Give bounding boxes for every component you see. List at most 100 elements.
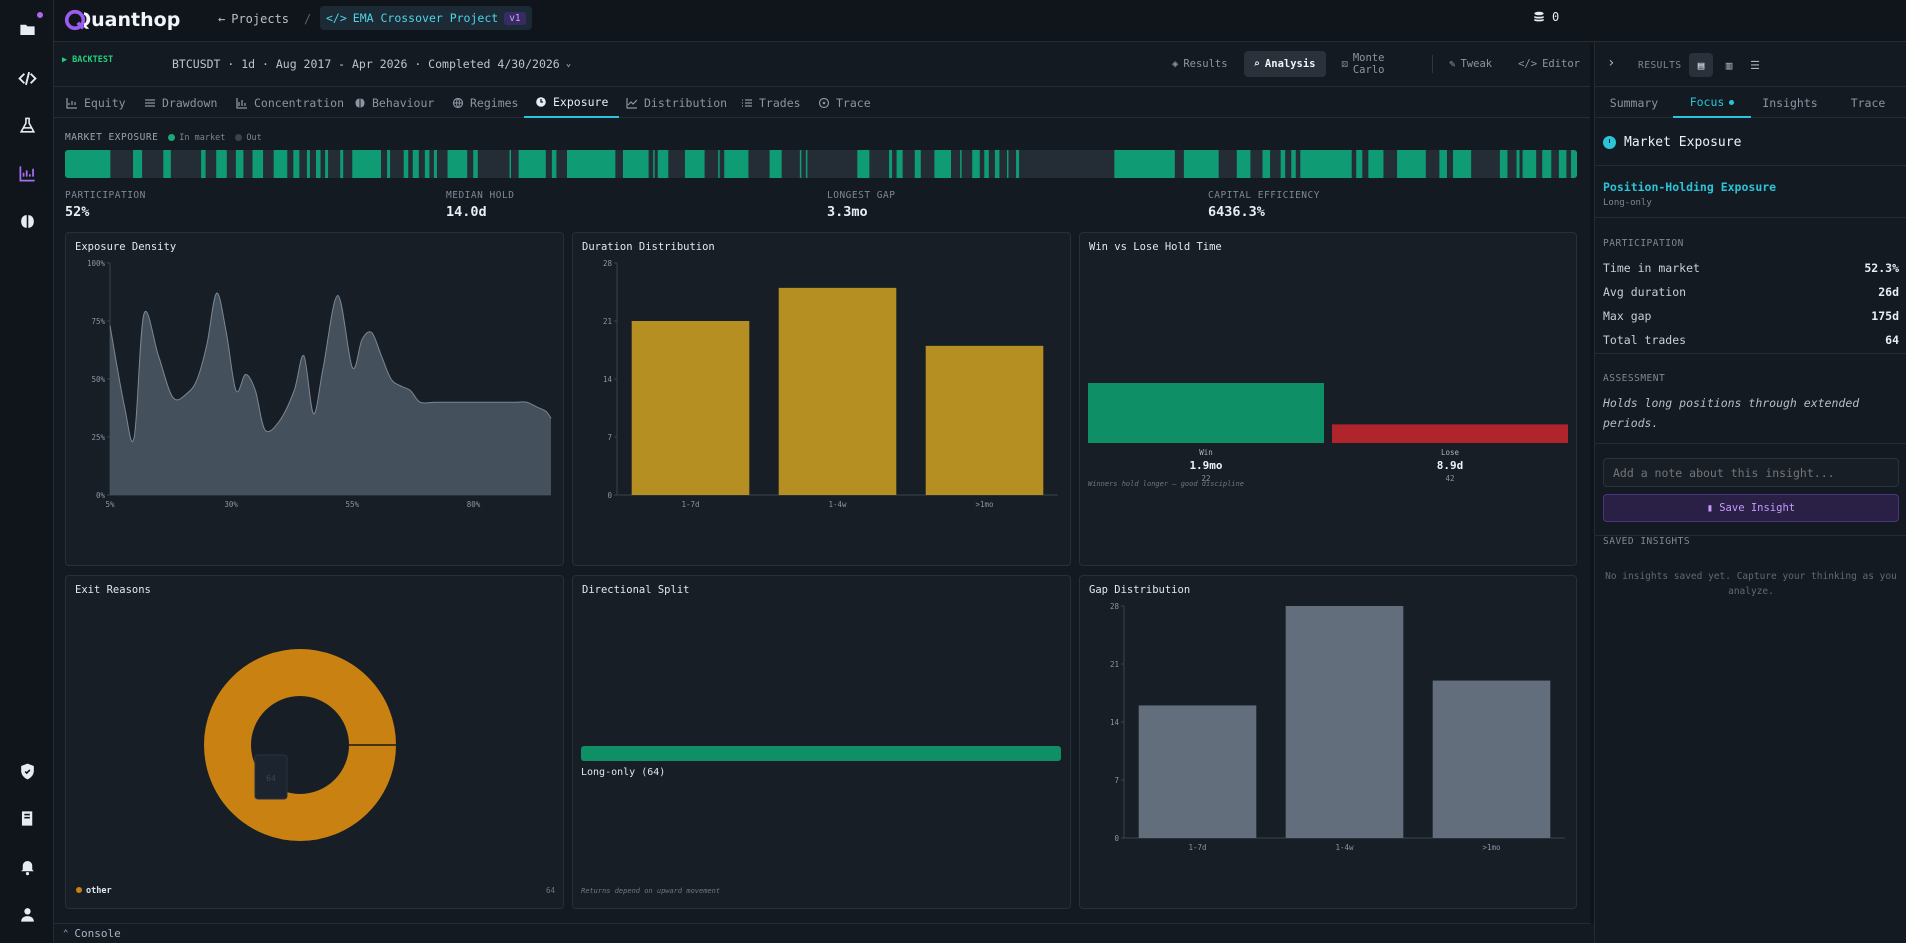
stat-label: CAPITAL EFFICIENCY — [1208, 190, 1320, 201]
legend-swatch — [235, 134, 243, 141]
insights-panel: › RESULTS ▤ ▥ ☰ Summary Focus Insights T… — [1594, 43, 1906, 943]
insights-tabs: Summary Focus Insights Trace — [1595, 88, 1906, 118]
book-icon[interactable] — [15, 806, 39, 830]
exposure-segment — [889, 150, 893, 178]
tab-label: Trades — [759, 96, 801, 110]
x-tick-label: 1-4w — [828, 500, 847, 509]
monte-carlo-view-button[interactable]: ⚄ Monte Carlo — [1332, 51, 1427, 77]
panel-resize-handle[interactable] — [1590, 43, 1594, 923]
exposure-segment — [1291, 150, 1296, 178]
exposure-segment — [1114, 150, 1175, 178]
shield-icon[interactable] — [15, 759, 39, 783]
tab-equity[interactable]: Equity — [66, 88, 126, 118]
mode-label: BACKTEST — [72, 55, 114, 65]
bell-icon[interactable] — [15, 854, 39, 878]
metric-value: 26d — [1878, 285, 1899, 299]
collapse-chevron-icon[interactable]: › — [1607, 55, 1616, 71]
exposure-segment — [424, 150, 430, 178]
editor-button[interactable]: </> Editor — [1508, 51, 1590, 77]
density-line — [109, 292, 552, 442]
exposure-segment — [412, 150, 419, 178]
code-icon: </> — [1518, 58, 1538, 70]
stat-value: 52% — [65, 204, 90, 220]
exposure-segment — [1516, 150, 1520, 178]
market-exposure-bar — [65, 150, 1577, 178]
panel-title: Duration Distribution — [582, 241, 715, 253]
user-icon[interactable] — [15, 902, 39, 926]
tab-label: Trace — [836, 96, 871, 110]
y-tick-label: 7 — [607, 433, 612, 442]
tab-concentration[interactable]: Concentration — [236, 88, 344, 118]
exposure-segment — [216, 150, 227, 178]
document-icon[interactable]: ▤ — [1689, 53, 1713, 77]
exit-reasons-chart: 64 other 64 — [76, 649, 555, 896]
analysis-view-button[interactable]: ⌕ Analysis — [1243, 51, 1326, 77]
view-switcher: ◈ Results ⌕ Analysis ⚄ Monte Carlo ✎ Tweak <… — [1162, 51, 1590, 77]
note-input[interactable] — [1603, 458, 1899, 487]
notebook-icon[interactable]: ▥ — [1725, 58, 1733, 72]
tab-label: Concentration — [254, 96, 345, 110]
legend-out: Out — [235, 133, 262, 143]
console-toggle[interactable]: ⌃ Console — [54, 923, 1590, 943]
divider — [1595, 165, 1906, 166]
metric-value: 52.3% — [1864, 261, 1899, 275]
tab-drawdown[interactable]: Drawdown — [144, 88, 217, 118]
stat-value: 14.0d — [446, 204, 487, 220]
x-tick-label: 30% — [224, 500, 238, 509]
back-to-projects[interactable]: ← Projects — [218, 12, 289, 26]
tab-behaviour[interactable]: Behaviour — [354, 88, 434, 118]
gap-bar — [1285, 606, 1404, 838]
tab-summary[interactable]: Summary — [1595, 88, 1673, 118]
credits[interactable]: 0 — [1532, 10, 1559, 24]
project-breadcrumb[interactable]: </> EMA Crossover Project v1 — [320, 6, 532, 30]
exposure-segment — [657, 150, 669, 178]
tab-exposure[interactable]: Exposure — [524, 88, 620, 118]
legend-label: other — [86, 886, 112, 896]
duration-distribution-chart: 0 7 14 21 28 1-7d 1-4w >1mo — [603, 259, 1058, 509]
tab-trades[interactable]: Trades — [741, 88, 801, 118]
tab-trace[interactable]: Trace — [818, 88, 871, 118]
editor-label: Editor — [1542, 58, 1580, 70]
dice-icon: ⚄ — [1341, 58, 1348, 70]
exposure-segment — [1280, 150, 1286, 178]
exposure-segment — [805, 150, 808, 178]
exposure-segment — [1262, 150, 1271, 178]
exposure-segment — [994, 150, 1000, 178]
exposure-segment — [252, 150, 264, 178]
credits-value: 0 — [1552, 10, 1560, 24]
metric-key: Time in market — [1603, 261, 1700, 275]
code-icon[interactable] — [15, 66, 39, 90]
save-insight-button[interactable]: ▮ Save Insight — [1603, 494, 1899, 522]
tab-focus[interactable]: Focus — [1673, 88, 1751, 118]
exposure-segment — [551, 150, 557, 178]
exposure-segment — [433, 150, 437, 178]
brain-icon[interactable] — [15, 209, 39, 233]
tab-regimes[interactable]: Regimes — [452, 88, 518, 118]
flask-icon[interactable] — [15, 113, 39, 137]
brand-logo[interactable]: Quanthop — [64, 7, 180, 33]
metric-row: Time in market 52.3% — [1603, 261, 1899, 275]
backtest-badge: ▶ BACKTEST — [62, 55, 113, 65]
exposure-segment — [315, 150, 321, 178]
tweak-button[interactable]: ✎ Tweak — [1439, 51, 1502, 77]
tab-insights[interactable]: Insights — [1751, 88, 1829, 118]
exposure-segment — [622, 150, 649, 178]
x-tick-label: 5% — [105, 500, 115, 509]
bookmark-icon: ▮ — [1706, 502, 1714, 514]
bar-label: Win — [1199, 448, 1213, 457]
tab-trace[interactable]: Trace — [1829, 88, 1906, 118]
tab-distribution[interactable]: Distribution — [626, 88, 727, 118]
focus-header: Market Exposure — [1603, 135, 1741, 150]
folder-icon[interactable] — [15, 12, 43, 41]
focus-subtitle: Position-Holding Exposure — [1603, 180, 1777, 194]
tab-label: Regimes — [470, 96, 519, 110]
monte-carlo-label: Monte Carlo — [1352, 52, 1385, 76]
exposure-segment — [1300, 150, 1352, 178]
results-view-button[interactable]: ◈ Results — [1162, 51, 1238, 77]
run-selector[interactable]: BTCUSDT · 1d · Aug 2017 - Apr 2026 · Com… — [172, 57, 571, 71]
legend-swatch — [76, 887, 82, 893]
checklist-icon[interactable]: ☰ — [1750, 58, 1760, 72]
exposure-segment — [1542, 150, 1552, 178]
stat-label: MEDIAN HOLD — [446, 190, 515, 201]
chart-icon[interactable] — [15, 161, 39, 185]
